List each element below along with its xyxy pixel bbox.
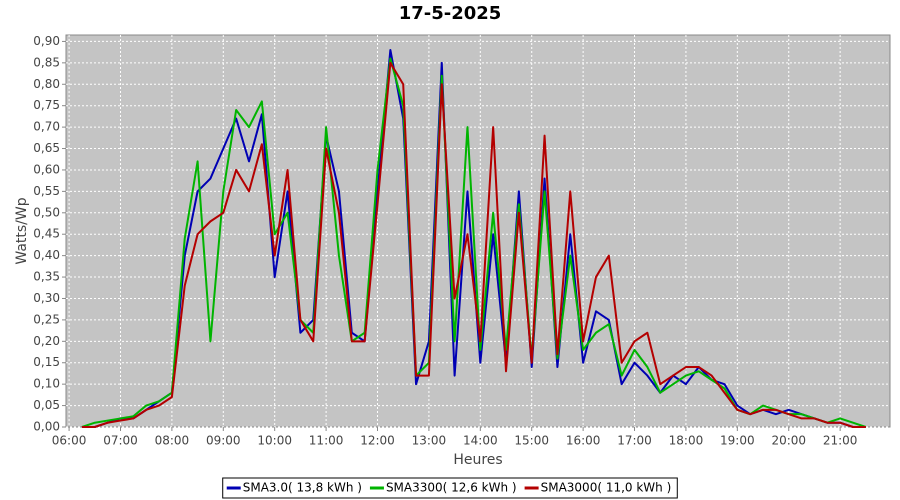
y-tick-label: 0,85 <box>33 55 60 69</box>
y-tick-label: 0,35 <box>33 270 60 284</box>
x-tick-label: 07:00 <box>103 434 138 448</box>
x-tick-label: 17:00 <box>617 434 652 448</box>
y-axis-label: Watts/Wp <box>14 197 30 264</box>
x-tick-label: 13:00 <box>412 434 447 448</box>
legend: SMA3.0( 13,8 kWh ) SMA3300( 12,6 kWh ) SMA… <box>222 477 678 499</box>
y-tick-label: 0,15 <box>33 355 60 369</box>
y-tick-label: 0,05 <box>33 398 60 412</box>
x-tick-label: 21:00 <box>823 434 858 448</box>
legend-label: SMA3300( 12,6 kWh ) <box>386 481 517 495</box>
y-tick-label: 0,55 <box>33 184 60 198</box>
y-tick-label: 0,10 <box>33 377 60 391</box>
legend-box <box>222 477 678 499</box>
y-tick-label: 0,80 <box>33 77 60 91</box>
x-tick-label: 18:00 <box>669 434 704 448</box>
y-tick-label: 0,45 <box>33 227 60 241</box>
y-tick-label: 0,70 <box>33 120 60 134</box>
y-tick-label: 0,25 <box>33 312 60 326</box>
x-tick-label: 16:00 <box>566 434 601 448</box>
x-tick-label: 20:00 <box>771 434 806 448</box>
series-line <box>81 61 866 428</box>
x-tick-label: 09:00 <box>206 434 241 448</box>
x-tick-label: 12:00 <box>360 434 395 448</box>
series-line <box>81 48 866 428</box>
y-tick-label: 0,50 <box>33 205 60 219</box>
legend-label: SMA3000( 11,0 kWh ) <box>541 481 672 495</box>
y-tick-label: 0,75 <box>33 98 60 112</box>
y-tick-label: 0,40 <box>33 248 60 262</box>
y-tick-label: 0,20 <box>33 334 60 348</box>
y-tick-label: 0,90 <box>33 34 60 48</box>
y-tick-label: 0,65 <box>33 141 60 155</box>
chart-title: 17-5-2025 <box>399 3 502 24</box>
x-tick-label: 14:00 <box>463 434 498 448</box>
y-tick-label: 0,60 <box>33 162 60 176</box>
x-tick-label: 10:00 <box>257 434 292 448</box>
x-tick-label: 08:00 <box>155 434 190 448</box>
x-tick-label: 06:00 <box>52 434 87 448</box>
y-tick-label: 0,30 <box>33 291 60 305</box>
x-tick-label: 19:00 <box>720 434 755 448</box>
x-axis-label: Heures <box>453 452 502 468</box>
legend-label: SMA3.0( 13,8 kWh ) <box>243 481 362 495</box>
x-tick-label: 15:00 <box>514 434 549 448</box>
x-tick-label: 11:00 <box>309 434 344 448</box>
y-tick-label: 0,00 <box>33 420 60 434</box>
